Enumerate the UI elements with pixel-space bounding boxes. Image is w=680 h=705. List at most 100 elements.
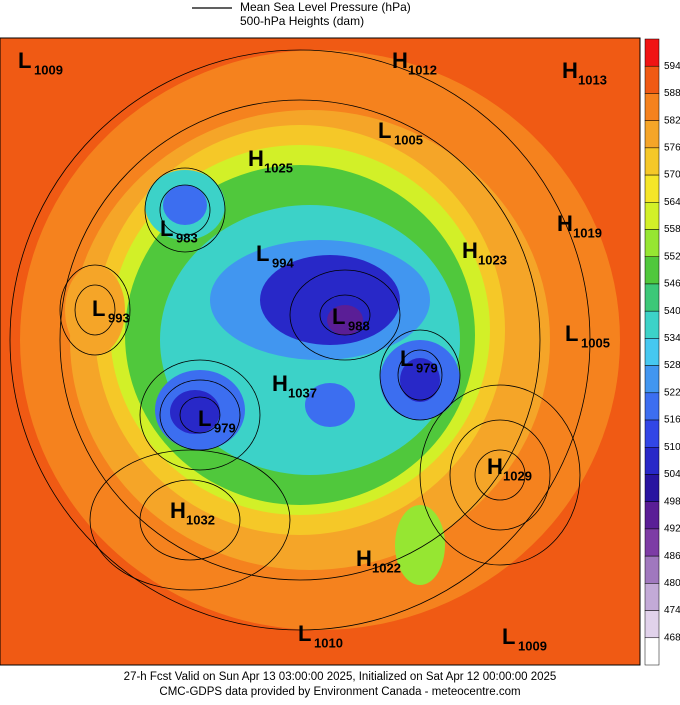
center-type: L xyxy=(565,321,578,346)
center-value: 979 xyxy=(416,360,438,375)
colorbar-cell xyxy=(644,365,660,394)
colorbar-label: 516 xyxy=(664,415,680,426)
center-value: 994 xyxy=(272,255,294,270)
footer-line: 27-h Fcst Valid on Sun Apr 13 03:00:00 2… xyxy=(124,671,557,683)
pressure-center: H 1023 xyxy=(462,238,507,268)
pressure-center: H 1013 xyxy=(562,58,607,88)
colorbar-label: 570 xyxy=(664,170,680,181)
pressure-center: H 1032 xyxy=(170,498,215,528)
colorbar-label: 564 xyxy=(664,197,680,208)
colorbar-cell xyxy=(644,283,660,312)
colorbar-label: 522 xyxy=(664,387,680,398)
colorbar-cell xyxy=(644,528,660,557)
center-value: 1032 xyxy=(186,512,215,527)
center-value: 1029 xyxy=(503,468,532,483)
center-type: H xyxy=(392,48,408,73)
center-value: 1022 xyxy=(372,560,401,575)
height-field xyxy=(305,383,355,427)
colorbar-label: 504 xyxy=(664,469,680,480)
center-type: H xyxy=(562,58,578,83)
pressure-center: L 1005 xyxy=(378,118,423,148)
center-value: 988 xyxy=(348,318,370,333)
colorbar-label: 540 xyxy=(664,306,680,317)
colorbar-cell xyxy=(644,474,660,502)
center-type: H xyxy=(487,454,503,479)
center-value: 1009 xyxy=(518,638,547,653)
center-type: L xyxy=(400,346,413,371)
pressure-center: L 994 xyxy=(256,241,294,271)
pressure-center: H 1022 xyxy=(356,546,401,576)
colorbar-cell xyxy=(644,555,660,584)
pressure-center: H 1025 xyxy=(248,146,293,176)
colorbar-label: 468 xyxy=(664,632,680,643)
pressure-center: H 1019 xyxy=(557,211,602,241)
pressure-center: L 1010 xyxy=(298,621,343,651)
pressure-center: L 979 xyxy=(400,346,438,376)
height-field xyxy=(170,390,220,434)
colorbar-label: 492 xyxy=(664,524,680,535)
height-field xyxy=(65,265,125,355)
center-value: 993 xyxy=(108,310,130,325)
colorbar-cell xyxy=(644,338,660,366)
center-value: 1012 xyxy=(408,62,437,77)
colorbar-label: 594 xyxy=(664,61,680,72)
center-type: H xyxy=(356,546,372,571)
colorbar-cell xyxy=(644,310,660,339)
legend-mslp: Mean Sea Level Pressure (hPa) xyxy=(240,0,411,14)
pressure-center: H 1029 xyxy=(487,454,532,484)
colorbar-cell xyxy=(644,93,660,121)
pressure-center: H 1037 xyxy=(272,371,317,401)
center-value: 1023 xyxy=(478,252,507,267)
center-value: 1013 xyxy=(578,72,607,87)
colorbar: 594 588 582 576 570 564 558 552 546 540 534 528 522 5… xyxy=(644,38,680,666)
colorbar-cell xyxy=(644,610,660,639)
colorbar-label: 480 xyxy=(664,578,680,589)
center-type: H xyxy=(462,238,478,263)
colorbar-label: 474 xyxy=(664,605,680,616)
height-field xyxy=(400,358,440,402)
pressure-center: H 1012 xyxy=(392,48,437,78)
legend-heights: 500-hPa Heights (dam) xyxy=(240,14,364,28)
colorbar-cell xyxy=(644,447,660,475)
center-type: L xyxy=(256,241,269,266)
pressure-center: L 979 xyxy=(198,406,236,436)
center-value: 983 xyxy=(176,230,198,245)
colorbar-cell xyxy=(644,147,660,176)
colorbar-label: 534 xyxy=(664,333,680,344)
colorbar-label: 576 xyxy=(664,143,680,154)
center-type: H xyxy=(557,211,573,236)
pressure-center: L 1009 xyxy=(502,624,547,654)
colorbar-label: 546 xyxy=(664,279,680,290)
colorbar-cell xyxy=(644,120,660,149)
colorbar-cell xyxy=(644,38,660,67)
height-field xyxy=(395,505,445,585)
center-type: H xyxy=(272,371,288,396)
map-frame xyxy=(0,37,641,666)
colorbar-label: 498 xyxy=(664,496,680,507)
colorbar-cell xyxy=(644,637,660,666)
center-type: L xyxy=(160,216,173,241)
center-type: L xyxy=(92,296,105,321)
center-value: 1010 xyxy=(314,635,343,650)
colorbar-cell xyxy=(644,419,660,448)
center-value: 979 xyxy=(214,420,236,435)
center-value: 1037 xyxy=(288,385,317,400)
colorbar-label: 528 xyxy=(664,360,680,371)
colorbar-label: 588 xyxy=(664,88,680,99)
colorbar-cell xyxy=(644,229,660,257)
colorbar-label: 558 xyxy=(664,224,680,235)
center-value: 1025 xyxy=(264,160,293,175)
colorbar-cell xyxy=(644,202,660,230)
colorbar-cell xyxy=(644,501,660,530)
pressure-center: L 988 xyxy=(332,304,370,334)
center-type: L xyxy=(298,621,311,646)
center-value: 1005 xyxy=(581,335,610,350)
colorbar-label: 510 xyxy=(664,442,680,453)
colorbar-label: 582 xyxy=(664,115,680,126)
center-value: 1009 xyxy=(34,62,63,77)
center-type: H xyxy=(170,498,186,523)
height-field xyxy=(163,185,207,225)
colorbar-cell xyxy=(644,583,660,611)
